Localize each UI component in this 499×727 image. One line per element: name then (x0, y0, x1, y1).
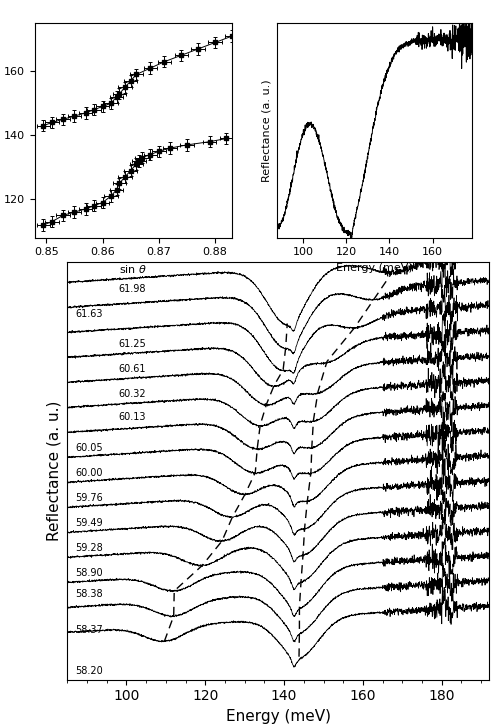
Text: 59.28: 59.28 (75, 542, 103, 553)
Text: 60.32: 60.32 (119, 389, 146, 399)
Text: 58.20: 58.20 (75, 666, 103, 676)
X-axis label: Energy (meV): Energy (meV) (226, 709, 331, 724)
Text: 60.13: 60.13 (119, 412, 146, 422)
Text: 59.49: 59.49 (75, 518, 103, 528)
Text: 60.61: 60.61 (119, 364, 146, 374)
Text: 60.00: 60.00 (75, 467, 103, 478)
Text: 60.05: 60.05 (75, 443, 103, 452)
Text: 61.25: 61.25 (119, 339, 146, 349)
Text: 58.90: 58.90 (75, 568, 103, 577)
Text: 58.37: 58.37 (75, 624, 103, 635)
X-axis label: Energy (meV): Energy (meV) (336, 263, 413, 273)
Text: 61.98: 61.98 (119, 284, 146, 294)
X-axis label: sin $\theta$: sin $\theta$ (119, 263, 148, 275)
Y-axis label: Reflectance (a. u.): Reflectance (a. u.) (261, 79, 271, 182)
Text: 61.63: 61.63 (75, 308, 103, 318)
Y-axis label: Reflectance (a. u.): Reflectance (a. u.) (47, 401, 62, 541)
Text: 58.38: 58.38 (75, 589, 103, 599)
Text: 59.76: 59.76 (75, 492, 103, 502)
